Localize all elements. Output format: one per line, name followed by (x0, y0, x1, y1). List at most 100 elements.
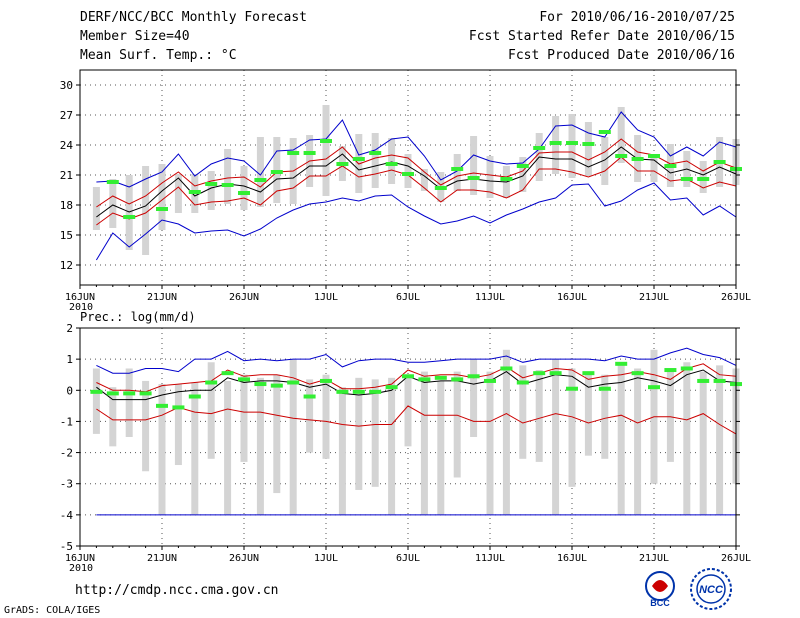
precipitation-climatology-marker (188, 394, 201, 399)
precipitation-range-bar (142, 380, 150, 472)
temperature-range-bar (174, 174, 182, 213)
precipitation-climatology-marker (500, 366, 513, 371)
precipitation-climatology-marker (205, 380, 218, 385)
grads-credit: GrADS: COLA/IGES (4, 605, 101, 616)
precipitation-range-bar (683, 362, 691, 515)
temperature-xtick-label: 6JUL (396, 292, 420, 303)
temperature-range-bar (486, 156, 494, 198)
precipitation-range-bar (699, 371, 707, 515)
temperature-climatology-marker (205, 182, 218, 186)
variable-label: Mean Surf. Temp.: °C (80, 48, 237, 63)
temperature-climatology-marker (303, 151, 316, 155)
precipitation-ytick-label: -2 (60, 447, 73, 460)
temperature-line-upper-extreme (96, 111, 737, 188)
temperature-line-lower-extreme (95, 182, 737, 261)
precipitation-climatology-marker (533, 371, 546, 376)
precipitation-ytick-label: -3 (60, 478, 73, 491)
precipitation-climatology-marker (369, 389, 382, 394)
precipitation-range-bar (584, 373, 592, 456)
precipitation-range-bar (486, 371, 494, 515)
precipitation-climatology-marker (221, 371, 234, 376)
temperature-climatology-marker (156, 207, 168, 211)
precipitation-climatology-marker (516, 380, 529, 385)
precipitation-climatology-marker (156, 403, 168, 408)
temperature-climatology-marker (369, 151, 382, 155)
precipitation-range-bar (519, 365, 527, 459)
precipitation-ytick-label: -1 (60, 415, 73, 428)
precipitation-ytick-label: -5 (60, 540, 73, 553)
precipitation-range-bar (306, 379, 314, 453)
temperature-ytick-label: 30 (60, 79, 73, 92)
precipitation-climatology-marker (320, 378, 332, 383)
precipitation-xtick-label: 21JUL (639, 553, 669, 564)
precipitation-range-bar (666, 368, 674, 462)
precipitation-climatology-marker (451, 377, 464, 382)
precipitation-range-bar (109, 387, 117, 447)
precipitation-climatology-marker (713, 378, 726, 383)
precipitation-climatology-marker (106, 391, 119, 396)
precipitation-range-bar (568, 368, 576, 487)
precipitation-range-bar (273, 374, 281, 494)
temperature-climatology-marker (680, 177, 693, 181)
temperature-climatology-marker (254, 178, 267, 182)
temperature-xtick-label: 16JUN (65, 292, 95, 303)
precipitation-climatology-marker (90, 389, 103, 394)
temperature-climatology-marker (500, 177, 513, 181)
precipitation-xtick-label: 16JUN (65, 553, 95, 564)
temperature-ytick-label: 21 (60, 169, 73, 182)
temperature-ytick-label: 15 (60, 229, 73, 242)
precipitation-climatology-marker (139, 391, 152, 396)
source-url[interactable]: http://cmdp.ncc.cma.gov.cn (75, 583, 279, 598)
precipitation-range-bar (552, 359, 560, 515)
temperature-range-bar (420, 169, 428, 191)
precipitation-climatology-marker (648, 385, 660, 390)
temperature-climatology-marker (451, 167, 464, 171)
precipitation-xtick-label: 16JUL (557, 553, 587, 564)
temperature-range-bar (601, 137, 609, 185)
temperature-range-bar (519, 157, 527, 192)
precipitation-xtick-label: 1JUL (314, 553, 338, 564)
precipitation-climatology-marker (385, 385, 398, 390)
precipitation-range-bar (338, 387, 346, 515)
precipitation-range-bar (240, 374, 248, 462)
temperature-ytick-label: 12 (60, 259, 73, 272)
bcc-logo-graphic: BCC (645, 571, 675, 608)
temperature-climatology-marker (549, 141, 562, 145)
temperature-climatology-marker (385, 162, 398, 166)
precipitation-ytick-label: 1 (66, 353, 73, 366)
temperature-range-bar (453, 154, 461, 191)
precipitation-climatology-marker (697, 378, 710, 383)
precipitation-range-bar (420, 371, 428, 515)
temperature-range-bar (388, 138, 396, 184)
precipitation-climatology-marker (402, 374, 414, 379)
precipitation-climatology-marker (172, 405, 185, 410)
member-size: Member Size=40 (80, 29, 190, 44)
precipitation-climatology-marker (598, 386, 611, 391)
temperature-climatology-marker (123, 215, 136, 219)
precipitation-climatology-marker (484, 378, 496, 383)
temperature-range-bar (207, 171, 215, 210)
temperature-range-bar (650, 156, 658, 182)
temperature-climatology-marker (467, 176, 480, 180)
precipitation-line-lower-extreme (96, 347, 737, 374)
precipitation-range-bar (470, 359, 478, 437)
temperature-range-bar (404, 154, 412, 188)
temperature-climatology-marker (582, 142, 595, 146)
precipitation-range-bar (716, 365, 724, 515)
precipitation-climatology-marker (254, 382, 267, 387)
temperature-range-bar (371, 133, 379, 188)
temperature-climatology-marker (566, 141, 578, 145)
precipitation-range-bar (191, 382, 199, 515)
temperature-xtick-label: 21JUN (147, 292, 177, 303)
precipitation-range-bar (256, 377, 264, 515)
temperature-climatology-marker (598, 130, 611, 134)
precipitation-climatology-marker (615, 361, 628, 366)
temperature-climatology-marker (533, 146, 546, 150)
temperature-climatology-marker (664, 164, 677, 168)
precipitation-range-bar (502, 349, 510, 515)
precipitation-climatology-marker (303, 394, 316, 399)
precipitation-xtick-label: 6JUL (396, 553, 420, 564)
precipitation-climatology-marker (582, 371, 595, 376)
precipitation-range-bar (404, 374, 412, 447)
precipitation-line-ensemble-mean (96, 369, 737, 401)
